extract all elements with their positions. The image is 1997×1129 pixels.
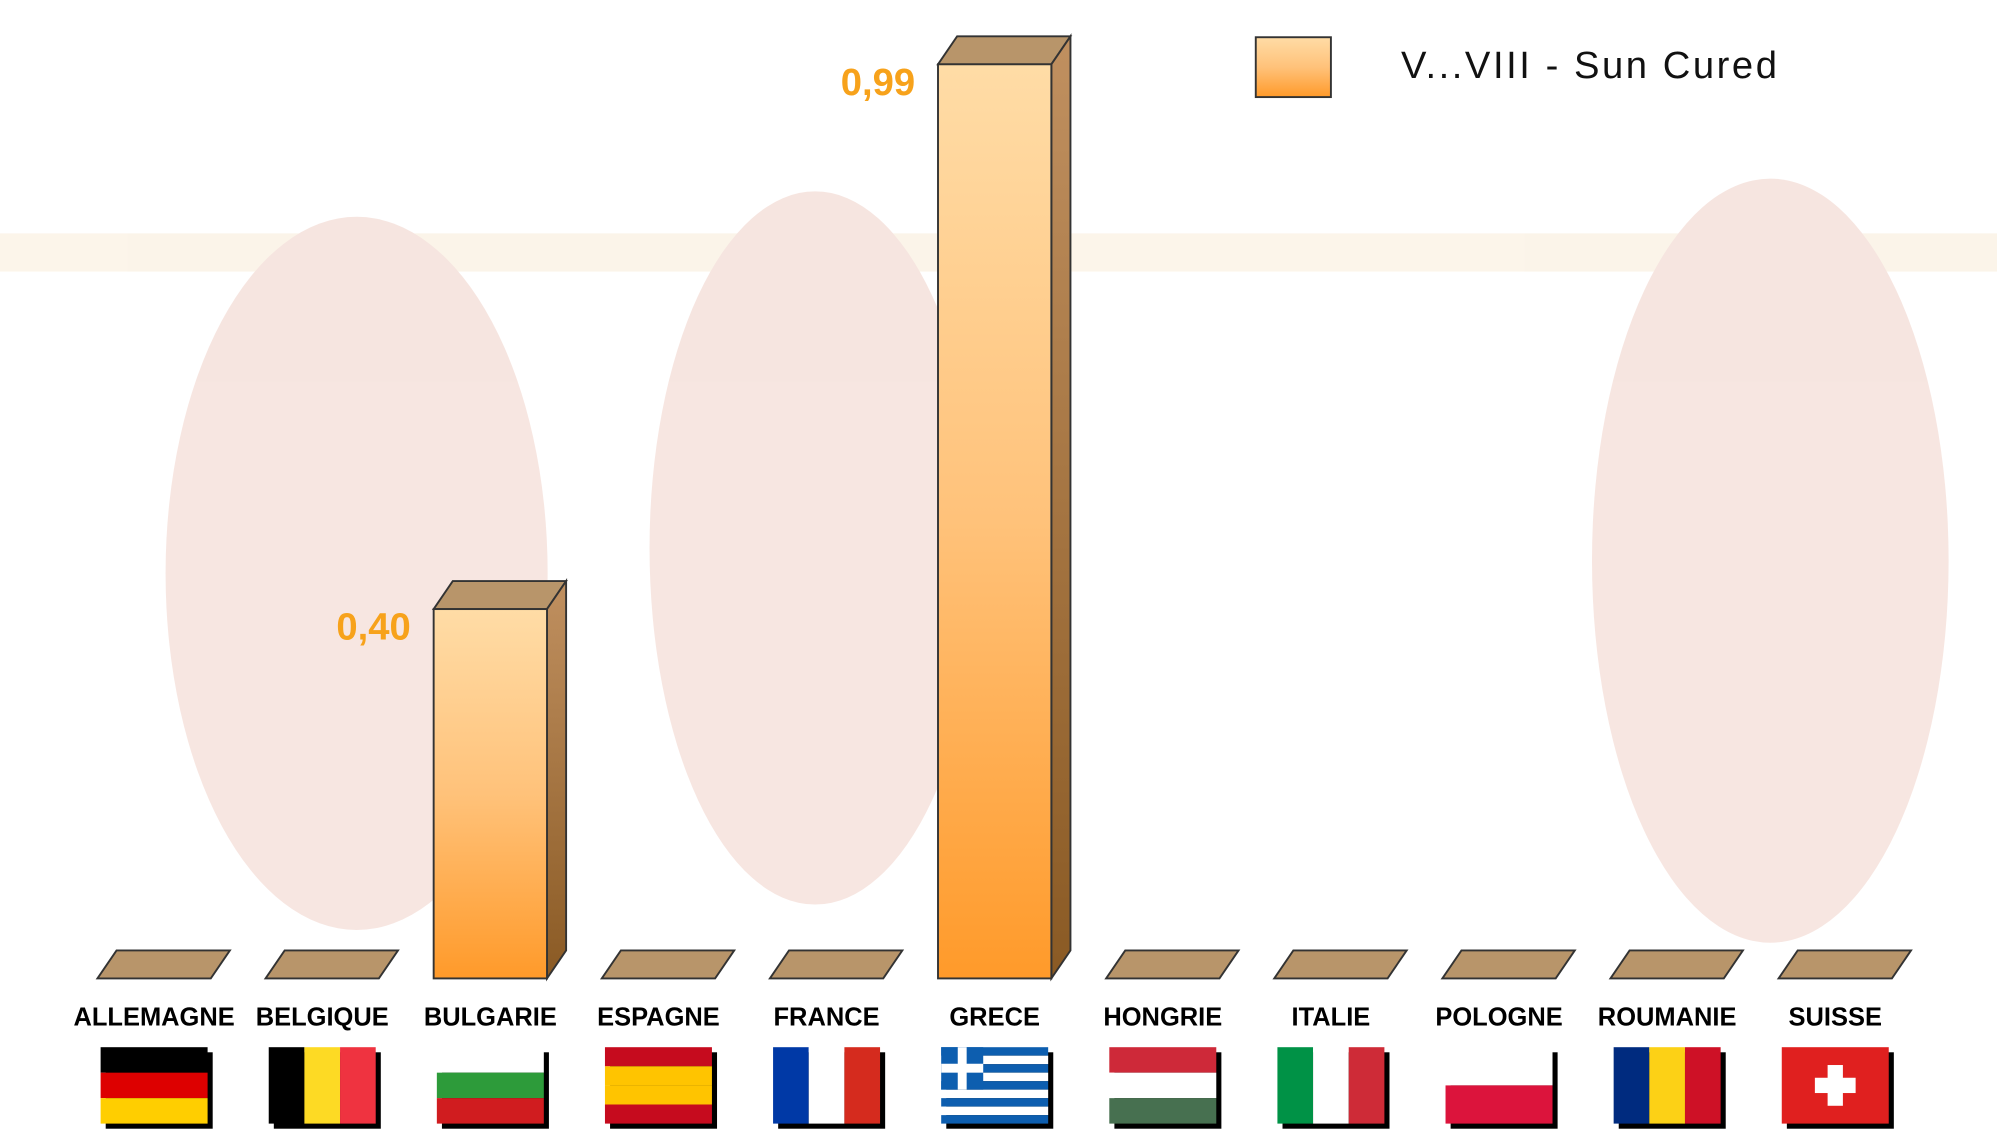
flag-stripe xyxy=(100,1098,208,1124)
flag xyxy=(436,1047,549,1129)
bar-top xyxy=(936,35,1073,66)
flag-stripe xyxy=(941,1047,1049,1056)
flag-stripe xyxy=(941,1081,1049,1090)
x-tick-label: POLOGNE xyxy=(1435,1004,1562,1032)
x-tick-label: SUISSE xyxy=(1789,1004,1882,1032)
flag-cross xyxy=(1814,1077,1856,1094)
flag-stripe xyxy=(941,1106,1049,1116)
flag xyxy=(1109,1047,1222,1129)
flag-stripe xyxy=(941,1115,1049,1124)
bar xyxy=(95,949,232,980)
x-tick-label: FRANCE xyxy=(774,1004,880,1032)
bar-top xyxy=(431,580,568,611)
bar xyxy=(936,33,1073,982)
flag-stripe xyxy=(808,1047,845,1124)
x-tick-label: ROUMANIE xyxy=(1598,1004,1737,1032)
flag xyxy=(773,1047,886,1129)
flag-stripe xyxy=(941,1089,1049,1099)
bar-side xyxy=(1050,33,1072,982)
x-tick-label: ESPAGNE xyxy=(597,1004,720,1032)
bar-front xyxy=(937,63,1053,980)
x-tick-label: HONGRIE xyxy=(1103,1004,1222,1032)
flag xyxy=(268,1047,381,1129)
bar xyxy=(263,949,400,980)
flag-stripe xyxy=(1109,1072,1217,1099)
x-tick-label: BELGIQUE xyxy=(256,1004,389,1032)
flag xyxy=(604,1047,718,1129)
flag-stripe xyxy=(1445,1047,1553,1086)
flag-stripe xyxy=(773,1047,809,1124)
flag xyxy=(941,1047,1054,1129)
flag-stripe xyxy=(436,1072,544,1099)
flag xyxy=(1781,1047,1894,1129)
flag-stripe xyxy=(604,1066,712,1086)
flag-stripe xyxy=(268,1047,305,1124)
bar-side xyxy=(546,577,568,982)
flag-stripe xyxy=(1348,1047,1385,1124)
flag-stripe xyxy=(941,1098,1049,1107)
flag-stripe xyxy=(340,1047,376,1124)
flag xyxy=(1613,1047,1726,1129)
bar xyxy=(768,949,905,980)
legend-label: V...VIII - Sun Cured xyxy=(1401,44,1780,87)
flag-stripe xyxy=(1313,1047,1349,1124)
x-tick-label: GRECE xyxy=(949,1004,1040,1032)
flag-stripe xyxy=(1684,1047,1721,1124)
value-label: 0,99 xyxy=(841,61,915,104)
flag-stripe xyxy=(100,1047,208,1073)
flag-stripe xyxy=(604,1085,712,1105)
flag-stripe xyxy=(604,1047,712,1067)
bar xyxy=(431,577,568,982)
flag xyxy=(1277,1047,1390,1129)
flag-stripe xyxy=(941,1072,1049,1082)
x-tick-label: ALLEMAGNE xyxy=(73,1004,234,1032)
flag-stripe xyxy=(1445,1085,1553,1124)
flag-stripe xyxy=(436,1047,544,1073)
flag-stripe xyxy=(941,1055,1049,1065)
flag-stripe xyxy=(1109,1047,1217,1073)
value-label: 0,40 xyxy=(336,606,410,649)
flag-stripe xyxy=(304,1047,341,1124)
bar xyxy=(1272,949,1409,980)
flag-stripe xyxy=(1277,1047,1314,1124)
bar xyxy=(1104,949,1241,980)
bar xyxy=(599,949,737,980)
legend: V...VIII - Sun Cured xyxy=(1254,36,1780,99)
flag-stripe xyxy=(941,1064,1049,1073)
flag-stripe xyxy=(1109,1098,1217,1124)
flag-stripe xyxy=(436,1098,544,1124)
flag-stripe xyxy=(844,1047,881,1124)
legend-swatch xyxy=(1254,36,1332,99)
flag-stripe xyxy=(100,1072,208,1099)
bar xyxy=(1776,949,1913,980)
flag xyxy=(100,1047,213,1129)
flag-cross xyxy=(941,1063,984,1073)
x-tick-label: ITALIE xyxy=(1292,1004,1371,1032)
bar xyxy=(1440,949,1577,980)
flag-stripe xyxy=(1613,1047,1650,1124)
flag xyxy=(1445,1047,1558,1129)
bar xyxy=(1608,949,1745,980)
flag-stripe xyxy=(604,1104,712,1124)
bar-front xyxy=(432,608,548,980)
x-tick-label: BULGARIE xyxy=(424,1004,557,1032)
flag-stripe xyxy=(1649,1047,1685,1124)
